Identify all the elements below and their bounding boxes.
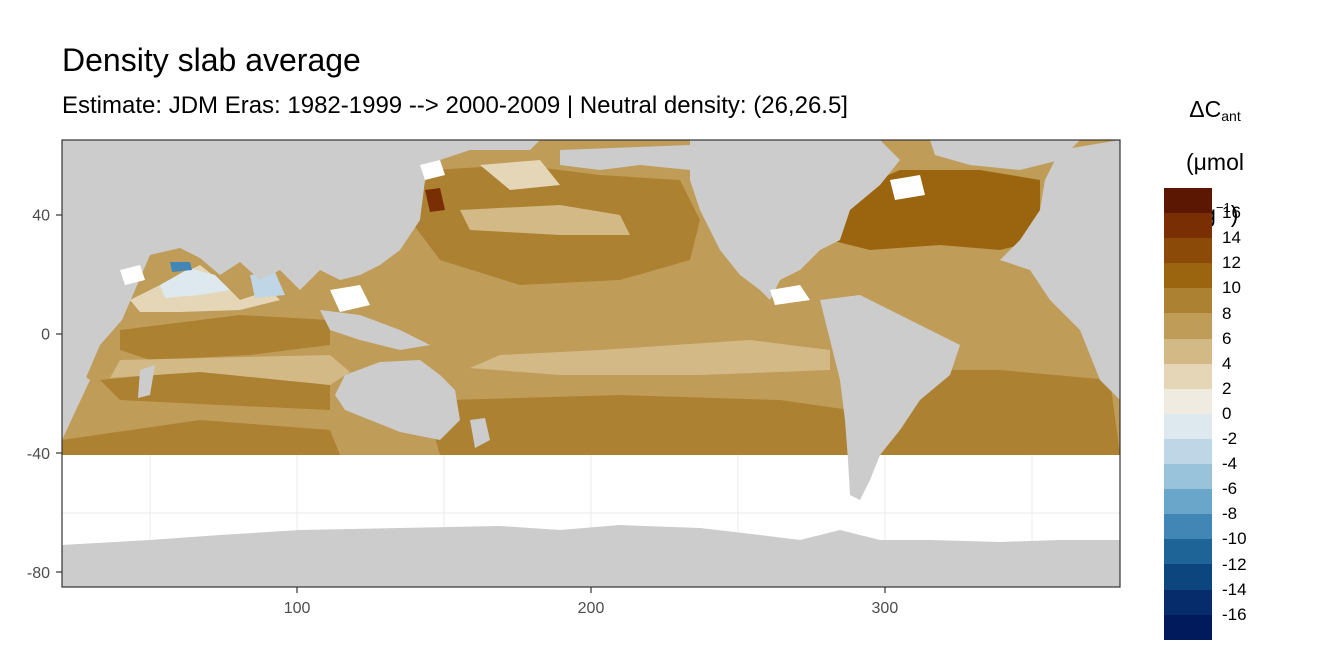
legend-label: 10 <box>1222 278 1241 298</box>
madagascar-land <box>138 365 155 398</box>
legend-swatch <box>1164 539 1212 565</box>
legend-swatch <box>1164 438 1212 465</box>
alaska-land <box>560 145 690 170</box>
legend-label: -6 <box>1222 479 1238 499</box>
legend-label: 16 <box>1222 203 1241 223</box>
zone-north-atlantic-dark <box>830 170 1040 250</box>
legend-title-main: ΔC <box>1189 96 1222 122</box>
y-tick-label: -40 <box>27 446 50 463</box>
southern-africa-land <box>62 360 90 440</box>
zone-kuroshio-dark <box>425 188 445 212</box>
legend-label: -10 <box>1222 529 1247 549</box>
legend-swatch <box>1164 589 1212 615</box>
y-tick-label: 0 <box>41 327 50 344</box>
legend-swatch <box>1164 263 1212 289</box>
australia-land <box>335 360 460 440</box>
new-zealand-land <box>470 418 490 448</box>
legend-label: 4 <box>1222 353 1232 373</box>
legend-unit-sup: −1 <box>1215 200 1231 215</box>
north-america-land <box>690 140 900 300</box>
y-tick-label: -80 <box>27 565 50 582</box>
zone-southern-indian <box>62 420 340 455</box>
zone-indian-darker <box>120 315 330 360</box>
legend-swatch <box>1164 614 1212 640</box>
legend-label: 0 <box>1222 403 1232 423</box>
legend-label: -14 <box>1222 579 1247 599</box>
south-america-land <box>820 295 960 500</box>
zone-bering-light <box>480 160 560 190</box>
zone-south-pacific-darker <box>430 395 850 455</box>
legend-label: -2 <box>1222 429 1238 448</box>
legend-label: -16 <box>1222 604 1247 624</box>
legend-label: 12 <box>1222 253 1241 273</box>
legend-unit-suffix: ) <box>1230 201 1239 227</box>
axis-ticks <box>56 214 886 593</box>
legend-label: 6 <box>1222 328 1232 348</box>
legend-title: ΔCant (μmol kg−1) <box>1160 86 1270 237</box>
eurasia-africa-land <box>62 140 420 420</box>
zone-red-sea-blue <box>170 262 192 272</box>
legend-swatch <box>1164 338 1212 364</box>
chart-title: Density slab average <box>62 42 361 78</box>
legend-swatch <box>1164 564 1212 590</box>
chart-subtitle: Estimate: JDM Eras: 1982-1999 --> 2000-2… <box>62 92 848 119</box>
legend-swatch <box>1164 413 1212 439</box>
coastal-no-data <box>120 160 925 312</box>
zone-equatorial-pacific-light <box>470 340 830 375</box>
zone-south-atlantic-darker <box>880 370 1120 455</box>
europe-land <box>1000 140 1120 400</box>
legend-title-sub: ant <box>1221 108 1241 124</box>
legend-swatch <box>1164 363 1212 389</box>
legend-swatch <box>1164 489 1212 515</box>
legend-swatch <box>1164 388 1212 414</box>
legend-swatch <box>1164 238 1212 264</box>
legend-colorbar <box>1164 188 1212 640</box>
x-tick-label: 100 <box>284 600 311 617</box>
antarctica-land <box>62 525 1120 587</box>
legend-swatch <box>1164 213 1212 239</box>
zone-arabian-blue <box>160 268 230 298</box>
zone-indian-light <box>110 355 350 385</box>
x-tick-label: 200 <box>578 600 605 617</box>
legend-label: -12 <box>1222 554 1247 574</box>
legend-swatch <box>1164 188 1212 214</box>
indonesia-land <box>320 310 430 350</box>
legend-label: 2 <box>1222 378 1232 398</box>
legend-label: -8 <box>1222 504 1238 524</box>
legend-swatch <box>1164 464 1212 490</box>
x-tick-label: 300 <box>872 600 899 617</box>
legend-label: 14 <box>1222 228 1241 248</box>
zone-north-pacific-light <box>460 205 630 235</box>
east-asia-land <box>320 140 540 280</box>
legend-unit-prefix: (μmol kg <box>1186 149 1244 227</box>
legend-swatch <box>1164 313 1212 339</box>
legend-swatch <box>1164 288 1212 314</box>
legend-label: 8 <box>1222 303 1232 323</box>
zone-indian-south-darker <box>100 370 330 410</box>
greenland-land <box>930 140 1080 170</box>
legend-swatch <box>1164 514 1212 540</box>
legend-label: -4 <box>1222 454 1238 474</box>
y-tick-label: 40 <box>32 208 50 225</box>
